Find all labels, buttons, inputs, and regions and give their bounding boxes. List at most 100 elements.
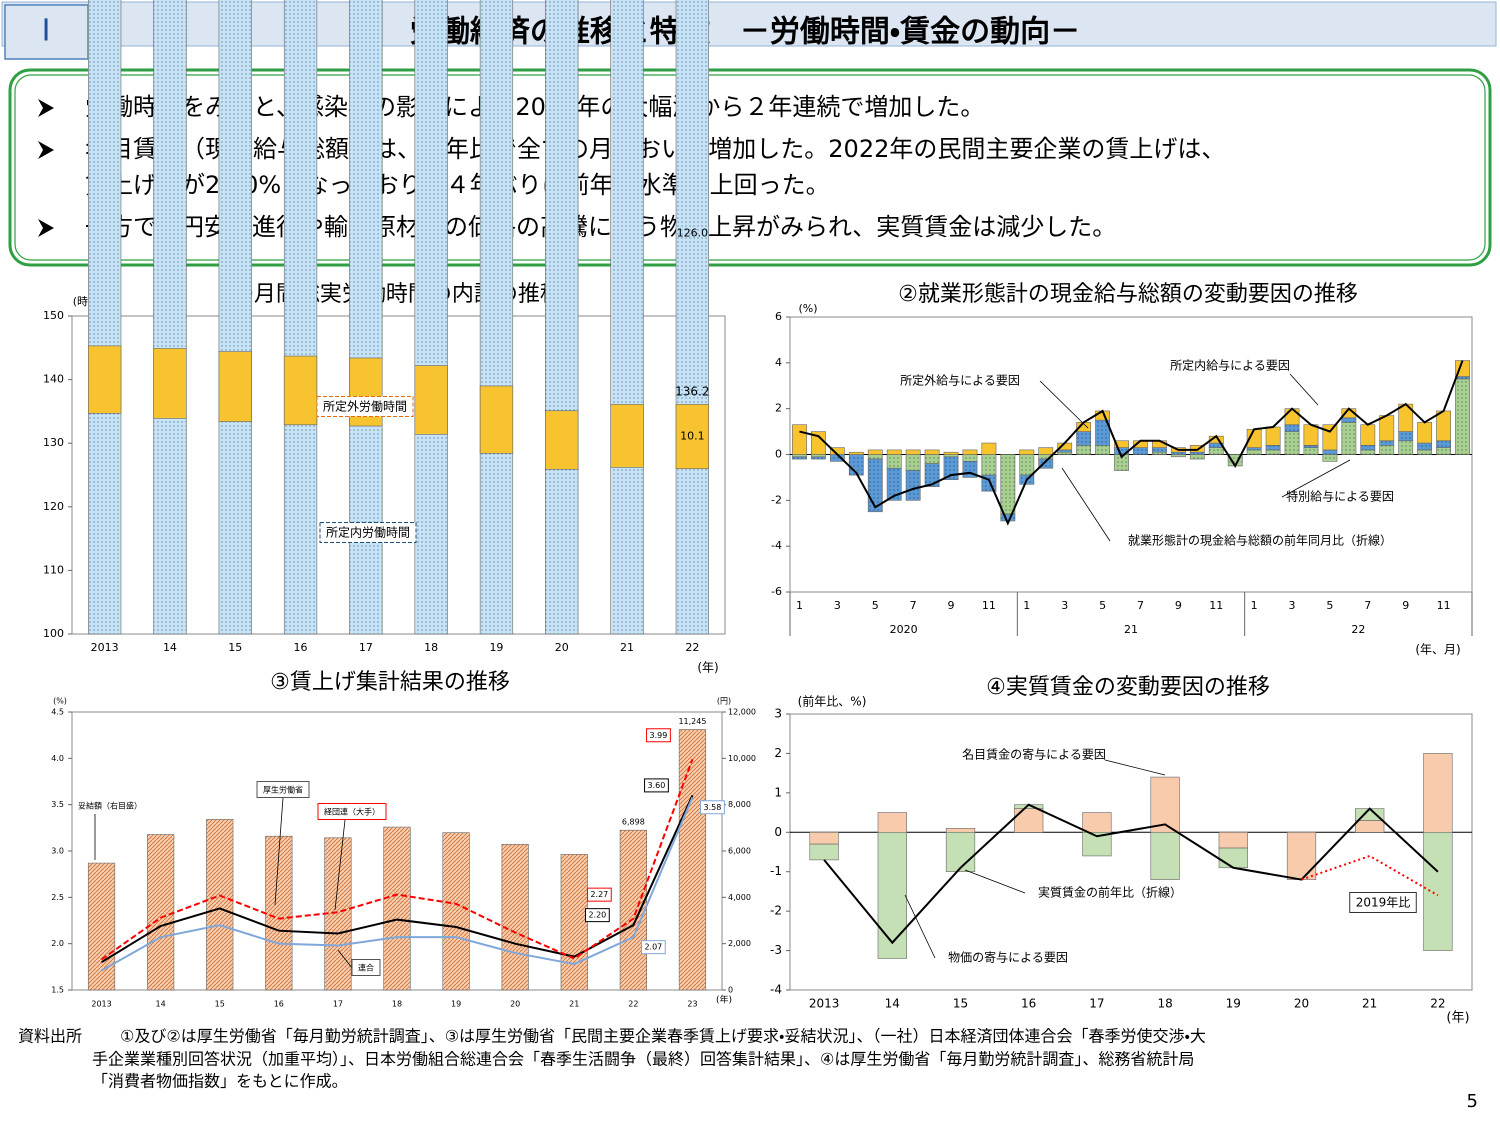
bar xyxy=(1057,449,1073,453)
x-tick-label: 11 xyxy=(1209,599,1223,612)
series-label-box xyxy=(317,803,387,820)
x-tick-label: 20 xyxy=(1294,997,1309,1011)
y-tick-label: 130 xyxy=(43,436,64,449)
annotation: 136.2 xyxy=(675,384,709,398)
bar xyxy=(1133,447,1148,455)
y-tick-label: 1 xyxy=(774,785,782,799)
bar xyxy=(218,351,252,422)
source-line: 「消費者物価指数」をもとに作成。 xyxy=(92,1072,348,1091)
x-tick-label: 17 xyxy=(333,1000,343,1009)
bar xyxy=(981,442,997,455)
y2-tick-label: 12,000 xyxy=(728,708,756,717)
series-label: 特別給与による要因 xyxy=(1286,489,1394,504)
bar xyxy=(1322,449,1338,455)
bar xyxy=(1265,445,1281,451)
bullet-marker xyxy=(38,99,54,117)
leader-line xyxy=(1061,467,1111,542)
bar xyxy=(283,355,318,426)
data-label: 3.60 xyxy=(648,781,666,790)
bar xyxy=(1082,812,1112,833)
x-tick-label: 7 xyxy=(1137,599,1144,612)
bar xyxy=(479,0,514,635)
bar xyxy=(1076,431,1092,446)
leader-line xyxy=(964,869,1026,894)
line-series xyxy=(823,803,1439,945)
y-tick-label: -2 xyxy=(770,904,782,918)
leader-line xyxy=(1289,373,1319,406)
x-tick-label: 2013 xyxy=(91,1000,111,1009)
y2-tick-label: 10,000 xyxy=(728,754,756,763)
y-tick-label: 4.0 xyxy=(51,754,64,763)
section-box xyxy=(4,4,89,60)
data-label: 126.0 xyxy=(677,226,709,239)
bar xyxy=(792,424,807,455)
bar xyxy=(283,0,318,635)
bar xyxy=(792,456,807,460)
data-label: 2.07 xyxy=(644,943,662,952)
x-tick-label: 3 xyxy=(1289,599,1296,612)
y-tick-label: 110 xyxy=(43,563,64,576)
series-label-box xyxy=(351,959,381,976)
bar xyxy=(943,454,959,458)
series-label: 名目賃金の寄与による要因 xyxy=(962,747,1106,762)
x-tick-label: 9 xyxy=(1175,599,1182,612)
y-tick-label: 4.5 xyxy=(51,708,64,717)
bar xyxy=(206,819,234,991)
bar xyxy=(924,463,940,487)
x-tick-label: 21 xyxy=(569,1000,579,1009)
data-label-box xyxy=(584,908,610,923)
x-tick-label: 1 xyxy=(796,599,803,612)
bar xyxy=(1284,408,1300,426)
series-label-box xyxy=(316,396,414,417)
bar xyxy=(1303,445,1319,448)
bar xyxy=(943,456,959,481)
x-tick-label: 9 xyxy=(948,599,955,612)
bar xyxy=(88,345,122,414)
y-tick-label: 150 xyxy=(43,309,64,322)
summary-box-inner xyxy=(14,74,1486,261)
bar xyxy=(811,456,826,460)
bar xyxy=(1398,431,1414,442)
bullet-text: 一方で、円安の進行や輸入原材料の価格の高騰に伴う物価上昇がみられ、実質賃金は減少… xyxy=(85,213,1116,241)
y-tick-label: -4 xyxy=(771,539,782,552)
bar xyxy=(943,451,959,455)
bar xyxy=(945,831,976,873)
data-label: 6,898 xyxy=(622,818,645,827)
bar xyxy=(1000,454,1016,515)
bar xyxy=(678,729,707,991)
x-tick-label: 23 xyxy=(687,1000,697,1009)
bar xyxy=(905,449,921,455)
y-tick-label: 3.0 xyxy=(51,847,64,856)
y-tick-label: -1 xyxy=(770,864,782,878)
bar xyxy=(218,0,252,635)
x-tick-label: 19 xyxy=(451,1000,461,1009)
y-tick-label: 120 xyxy=(43,500,64,513)
bar xyxy=(610,0,644,635)
x-axis-unit: (年、月) xyxy=(1415,643,1460,657)
bar xyxy=(1417,422,1433,444)
leader-line xyxy=(1039,380,1089,429)
leader-line xyxy=(904,894,936,959)
bar xyxy=(675,0,709,635)
bar xyxy=(1208,447,1224,455)
bar xyxy=(1265,426,1281,446)
y2-tick-label: 8,000 xyxy=(728,800,751,809)
bar xyxy=(265,835,293,991)
x-tick-label: 22 xyxy=(628,1000,638,1009)
x-tick-label: 18 xyxy=(424,641,438,654)
bar xyxy=(962,454,978,462)
x-tick-label: 7 xyxy=(1364,599,1371,612)
x-tick-label: 11 xyxy=(982,599,996,612)
bullet-marker xyxy=(38,141,54,159)
bar xyxy=(945,828,976,833)
y-axis-unit: (%) xyxy=(798,302,817,315)
bar xyxy=(886,454,902,469)
x-tick-label: 21 xyxy=(620,641,634,654)
x-tick-label: 9 xyxy=(1402,599,1409,612)
x-tick-label: 2013 xyxy=(809,997,840,1011)
x-tick-label: 17 xyxy=(1089,997,1104,1011)
bar xyxy=(87,862,116,991)
series-label: 実質賃金の前年比（折線） xyxy=(1038,885,1182,900)
bar xyxy=(1423,831,1453,951)
